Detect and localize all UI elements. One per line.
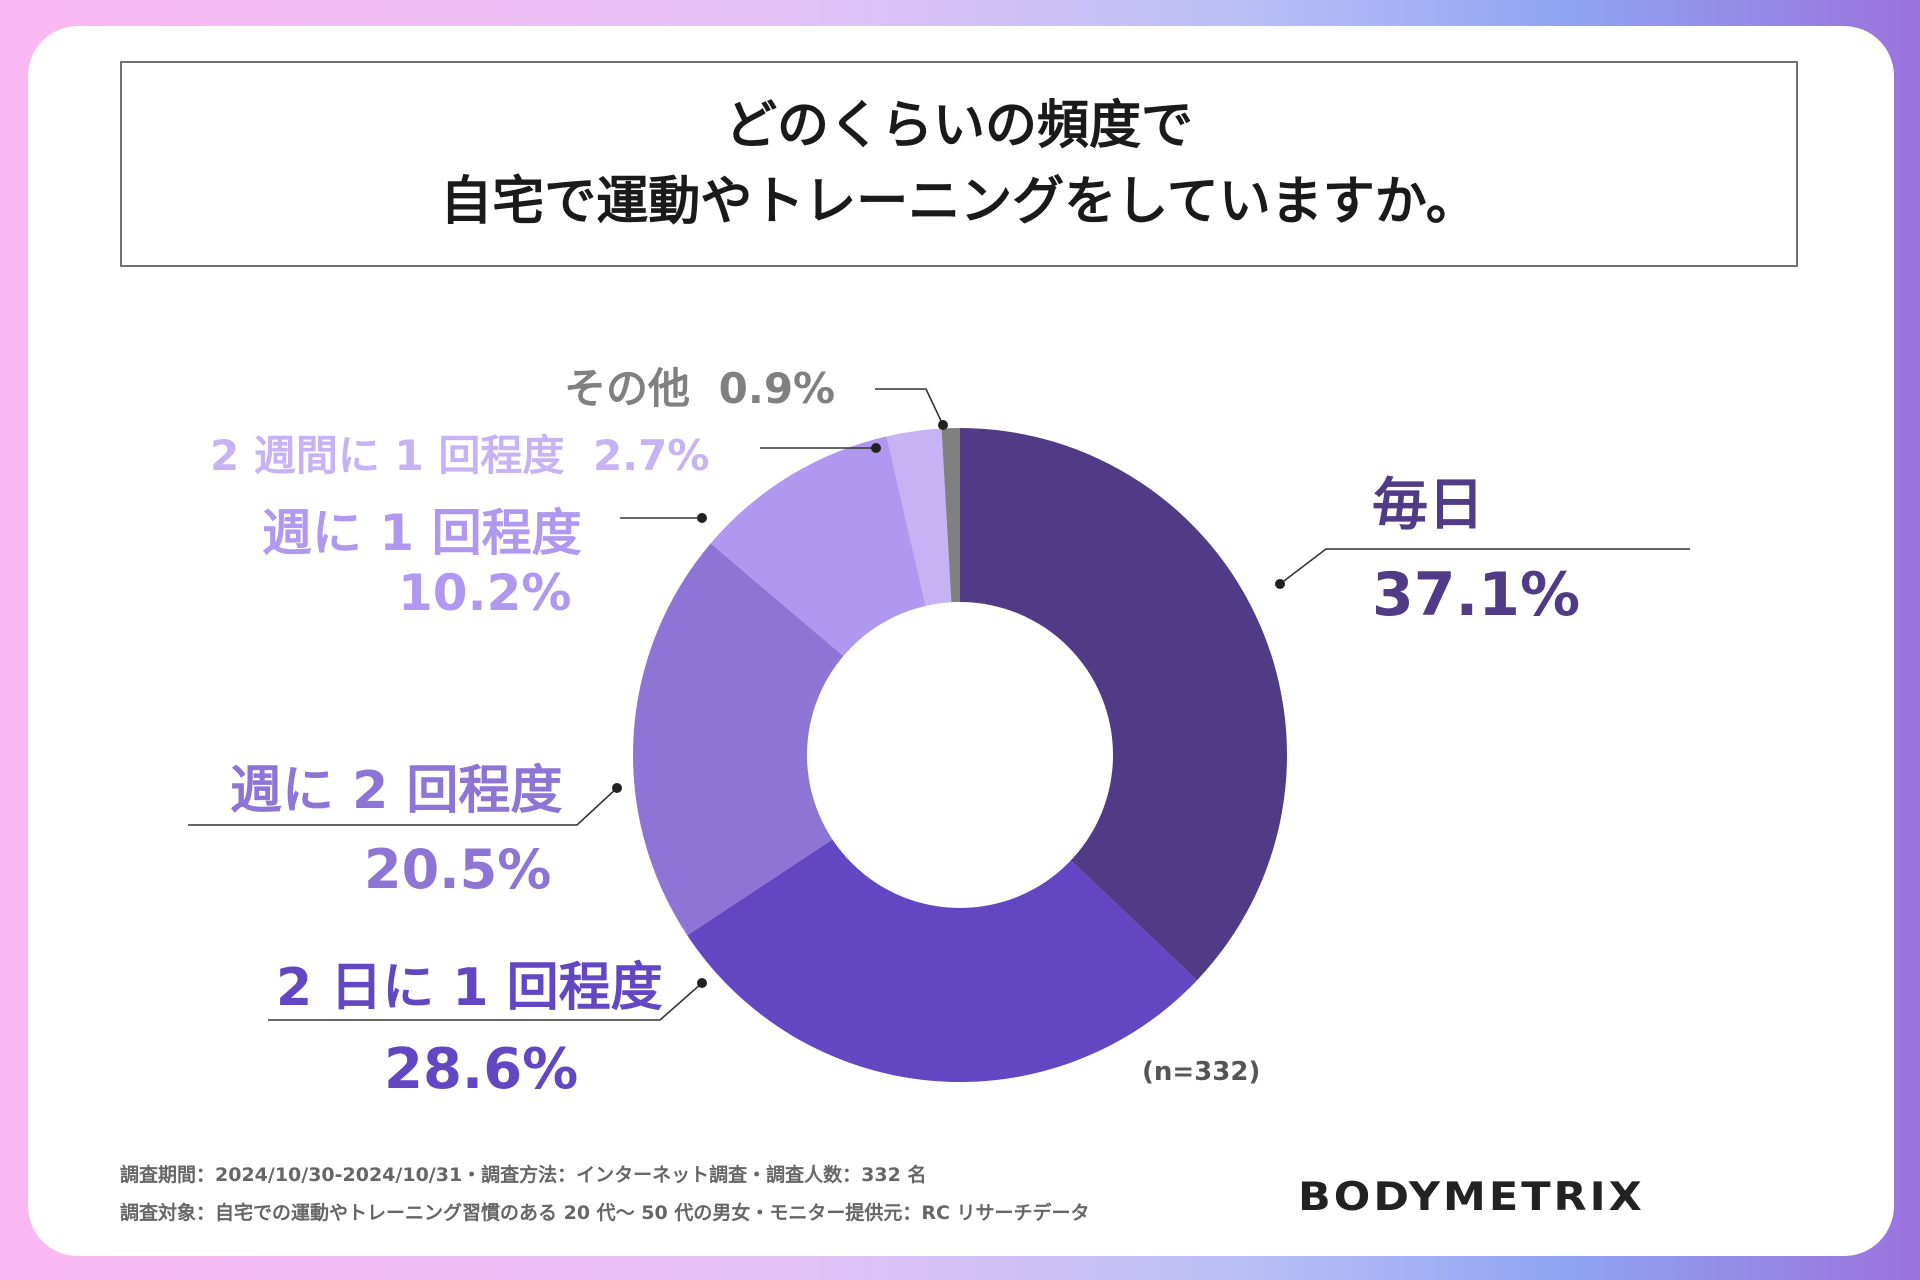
label-once-weekly: 週に 1 回程度	[262, 504, 582, 562]
dot-twice-weekly	[612, 783, 622, 793]
donut-hole	[807, 602, 1113, 908]
slice-twice-weekly	[633, 543, 960, 936]
dot-biweekly	[871, 443, 881, 453]
footer-line-1: 調査期間：2024/10/30-2024/10/31・調査方法：インターネット調…	[120, 1164, 927, 1186]
dot-every-2-days	[697, 978, 707, 988]
label-daily: 毎日	[1372, 473, 1484, 538]
leader-daily	[1279, 548, 1690, 585]
dot-daily	[1275, 579, 1285, 589]
title-box: どのくらいの頻度で 自宅で運動やトレーニングをしていますか。	[120, 61, 1798, 267]
dot-once-weekly	[697, 513, 707, 523]
value-twice-weekly: 20.5%	[364, 838, 552, 901]
label-every-2-days: 2 日に 1 回程度	[276, 958, 663, 1018]
value-once-weekly: 10.2%	[398, 564, 572, 622]
leader-twice-weekly	[188, 787, 618, 826]
slice-daily	[960, 428, 1287, 981]
slice-every-2-days	[687, 755, 1197, 1082]
value-daily: 37.1%	[1372, 560, 1581, 630]
value-other: 0.9%	[718, 364, 836, 413]
leader-every-2-days	[268, 982, 703, 1021]
brand-logo: BODYMETRIX	[1298, 1174, 1645, 1220]
label-other-name: その他	[564, 364, 691, 413]
dot-other	[938, 420, 948, 430]
sample-size: (n=332)	[1142, 1057, 1261, 1087]
title-line-2: 自宅で運動やトレーニングをしていますか。	[440, 172, 1478, 232]
footer-line-2: 調査対象：自宅での運動やトレーニング習慣のある 20 代〜 50 代の男女・モニ…	[120, 1202, 1090, 1224]
value-every-2-days: 28.6%	[384, 1037, 579, 1102]
value-biweekly: 2.7%	[592, 431, 710, 480]
title-line-1: どのくらいの頻度で	[724, 96, 1193, 156]
leader-other	[875, 388, 944, 426]
label-twice-weekly: 週に 2 回程度	[230, 761, 563, 821]
label-biweekly: 2 週間に 1 回程度 2.7%	[210, 422, 709, 483]
label-other: その他 0.9%	[564, 355, 835, 416]
label-biweekly-name: 2 週間に 1 回程度	[210, 431, 565, 480]
